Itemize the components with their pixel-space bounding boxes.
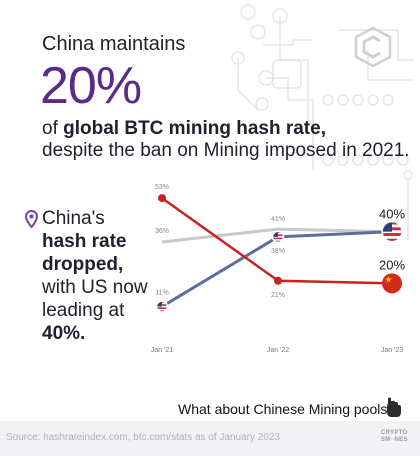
footer-bar: Source: hashrateindex.com, btc.com/stats… [0,421,420,456]
callout-line: 40%. [42,323,86,344]
data-label: 38% [271,248,285,255]
data-label: 53% [155,184,169,191]
location-pin-icon [25,210,38,228]
china-point [274,276,282,285]
callout-line: hash rate [42,231,127,252]
china-point [158,194,166,203]
x-tick-label: Jan '22 [267,347,289,354]
headline-percent: 20% [40,57,142,115]
circuit-decoration [231,4,414,240]
callout-line: China's [42,208,105,229]
pointing-hand-icon[interactable] [383,397,403,419]
other-series-line [161,227,393,244]
data-label: 21% [271,292,285,299]
subtitle-prefix: of [42,118,64,139]
subtitle-line-2: despite the ban on Mining imposed in 202… [42,140,410,161]
us-flag-marker [155,300,169,313]
brand-line: SM∙∙NES [381,437,408,443]
brand-line: CRYPTO [381,430,408,436]
x-tick-label: Jan '21 [151,347,173,354]
subtitle-line-1: of global BTC mining hash rate, [42,118,326,140]
x-tick-label: Jan '23 [381,347,403,354]
subtitle-bold: global BTC mining hash rate, [63,118,326,139]
svg-text:★: ★ [384,274,392,284]
callout-line: dropped, [42,254,124,275]
intro-text: China maintains [42,33,186,55]
china-flag-marker: ★ [382,273,402,294]
source-text: Source: hashrateindex.com, btc.com/stats… [6,432,281,443]
data-label: 40% [379,207,405,222]
data-label: 11% [155,290,169,297]
crypto-logo-icon [354,26,392,68]
brand-mark: CRYPTO SM∙∙NES [381,430,408,444]
us-flag-marker [271,230,285,244]
data-label: 41% [271,216,285,223]
us-flag-marker [381,220,403,243]
callout-line: with US now [42,277,148,298]
callout-line: leading at [42,300,125,321]
mining-pools-question[interactable]: What about Chinese Mining pools? [178,401,396,417]
data-label: 20% [379,257,405,272]
data-label: 36% [155,228,169,235]
